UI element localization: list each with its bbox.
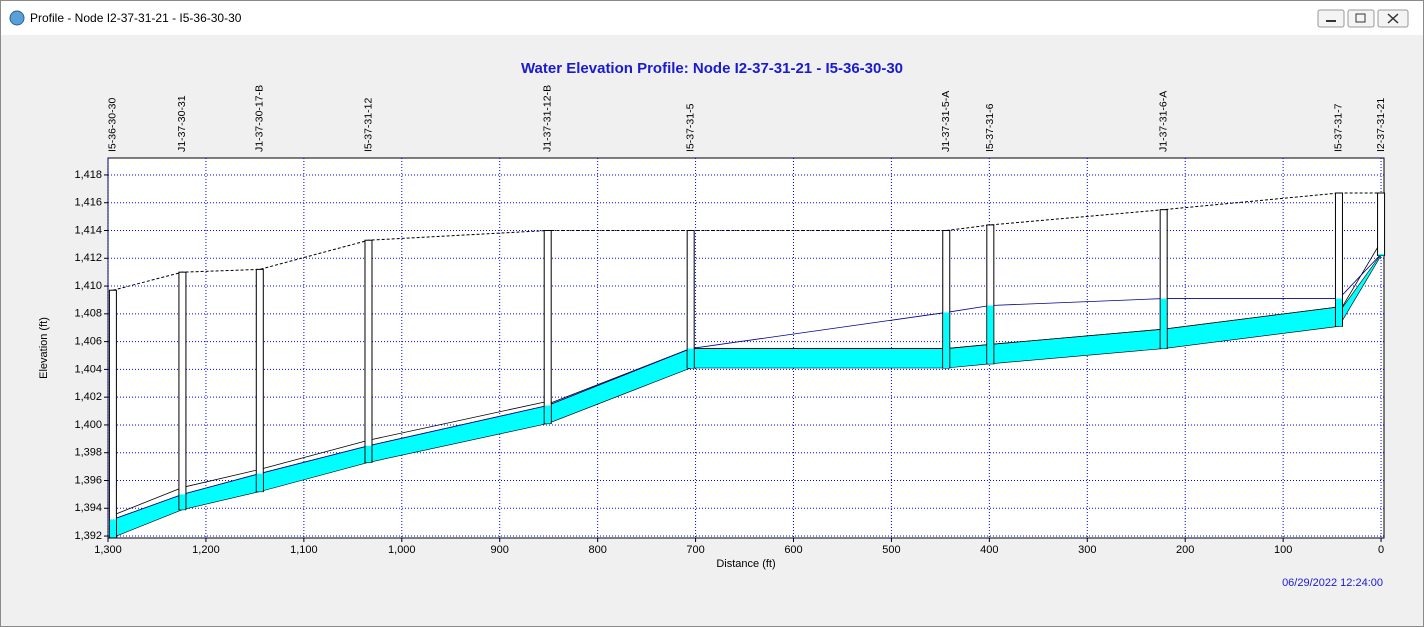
- pipe-crown: [1163, 306, 1340, 330]
- pipe-crown: [259, 439, 369, 470]
- node-box: [543, 230, 552, 425]
- node-water: [109, 519, 116, 538]
- y-tick-label: 1,398: [74, 447, 102, 459]
- x-tick-label: 600: [784, 544, 802, 556]
- node-water: [256, 473, 263, 492]
- node-label: I5-37-31-12: [362, 98, 374, 152]
- node-label: I5-37-31-7: [1333, 103, 1345, 152]
- y-tick-label: 1,412: [74, 252, 102, 264]
- node-water: [1378, 254, 1385, 256]
- x-tick-label: 700: [686, 544, 704, 556]
- node-water: [544, 405, 551, 424]
- node-label: J1-37-30-31: [176, 95, 188, 152]
- pipe-crown: [1338, 241, 1382, 313]
- node-water: [365, 445, 372, 463]
- y-tick-label: 1,406: [74, 336, 102, 348]
- window-title: Profile - Node I2-37-31-21 - I5-36-30-30: [30, 11, 242, 25]
- x-tick-label: 800: [588, 544, 606, 556]
- chart-title: Water Elevation Profile: Node I2-37-31-2…: [521, 60, 903, 77]
- timestamp: 06/29/2022 12:24:00: [1282, 577, 1383, 589]
- x-tick-label: 1,200: [192, 544, 220, 556]
- app-icon: [9, 10, 25, 26]
- node-label: I5-36-30-30: [107, 98, 119, 152]
- x-tick-label: 200: [1176, 544, 1194, 556]
- node-water: [1160, 298, 1167, 349]
- pipe-crown: [946, 343, 991, 349]
- plot: 1,300 1,200 1,100 1,000 900 800 700 600 500 400 30…: [74, 85, 1386, 556]
- y-tick-label: 1,396: [74, 474, 102, 486]
- node-water: [1335, 298, 1342, 327]
- x-tick-label: 1,300: [94, 544, 122, 556]
- node-water: [943, 312, 950, 368]
- y-tick-label: 1,408: [74, 308, 102, 320]
- node-water: [687, 348, 694, 368]
- node-label: J1-37-31-5-A: [940, 91, 952, 152]
- x-axis-title: Distance (ft): [716, 558, 775, 570]
- y-tick-label: 1,414: [74, 224, 102, 236]
- x-tick-label: 1,100: [290, 544, 318, 556]
- pipe-crown: [368, 400, 548, 441]
- y-tick-label: 1,394: [74, 502, 102, 514]
- node-water: [987, 305, 994, 364]
- close-icon: [1387, 13, 1399, 24]
- node-box: [108, 289, 117, 538]
- restore-icon: [1355, 13, 1366, 23]
- node-label: J1-37-31-6-A: [1157, 91, 1169, 152]
- ground-line: [112, 192, 1382, 291]
- minimize-button[interactable]: [1317, 9, 1345, 28]
- node-box: [178, 271, 187, 511]
- node-label: I5-37-31-6: [984, 103, 996, 152]
- node-label: I5-37-31-5: [684, 103, 696, 152]
- node-water: [179, 494, 186, 510]
- y-tick-label: 1,402: [74, 391, 102, 403]
- node-label: I2-37-31-21: [1375, 98, 1387, 152]
- y-axis-title: Elevation (ft): [38, 317, 50, 379]
- y-tick-label: 1,410: [74, 280, 102, 292]
- x-tick-label: 400: [980, 544, 998, 556]
- x-tick-label: 0: [1378, 544, 1384, 556]
- y-tick-label: 1,400: [74, 419, 102, 431]
- y-tick-label: 1,404: [74, 363, 102, 375]
- node-label: J1-37-31-12-B: [541, 85, 553, 152]
- node-box: [686, 230, 695, 369]
- node-label: J1-37-30-17-B: [254, 85, 266, 152]
- x-tick-label: 500: [882, 544, 900, 556]
- y-tick-label: 1,392: [74, 530, 102, 542]
- title-bar: [1, 1, 1423, 35]
- pipe-crown: [990, 328, 1164, 345]
- node-box: [1377, 192, 1386, 256]
- pipe-crown: [112, 487, 183, 516]
- pipe-water: [690, 348, 947, 369]
- x-tick-label: 300: [1078, 544, 1096, 556]
- restore-button[interactable]: [1347, 9, 1375, 28]
- y-tick-label: 1,416: [74, 197, 102, 209]
- node-box: [255, 268, 264, 493]
- y-tick-label: 1,418: [74, 169, 102, 181]
- x-tick-label: 900: [491, 544, 509, 556]
- pipe-crown: [182, 468, 260, 488]
- x-tick-label: 100: [1274, 544, 1292, 556]
- node-box: [364, 239, 373, 463]
- x-tick-label: 1,000: [388, 544, 416, 556]
